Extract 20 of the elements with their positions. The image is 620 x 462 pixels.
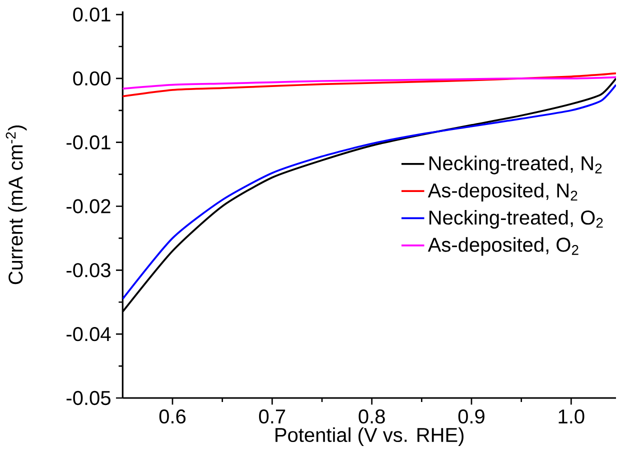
legend-label: As-deposited, O$_{2}$ [428, 237, 578, 256]
y-tick-label: -0.05 [66, 390, 110, 406]
y-tick-label: -0.02 [66, 199, 110, 214]
x-axis-title: Potential (V vs. RHE) [276, 427, 464, 446]
x-tick-label: 1.0 [558, 409, 584, 424]
y-axis-title: Current (mA cm$^{-2}$) [6, 125, 27, 284]
line-series [122, 72, 616, 98]
y-tick-label: -0.01 [66, 135, 110, 150]
legend-label: Necking-treated, N$_{2}$ [429, 156, 602, 174]
x-tick-label: 0.6 [159, 409, 186, 424]
y-tick-label: 0.01 [73, 7, 110, 22]
y-tick-label: -0.03 [66, 263, 110, 278]
x-tick-label: 0.7 [259, 409, 286, 424]
legend-label: As-deposited, N$_{2}$ [428, 182, 578, 202]
legend-label: Necking-treated, O$_{2}$ [429, 210, 603, 229]
y-tick-label: 0.00 [73, 71, 110, 86]
x-tick-label: 0.9 [458, 409, 484, 424]
y-tick-label: -0.04 [66, 327, 111, 342]
x-tick-label: 0.8 [358, 409, 385, 424]
line-series [122, 76, 616, 90]
